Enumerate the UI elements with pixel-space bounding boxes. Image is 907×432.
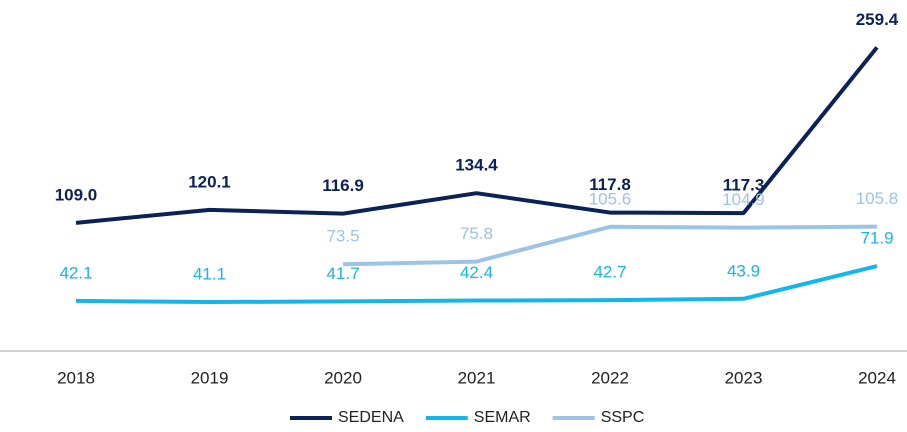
data-label: 109.0: [55, 185, 98, 204]
data-label: 116.9: [322, 176, 364, 195]
x-tick-label: 2024: [858, 368, 896, 387]
data-label: 43.9: [727, 261, 760, 280]
series-line: [75, 264, 878, 305]
legend-label: SSPC: [601, 409, 645, 426]
data-label: 259.4: [856, 10, 899, 29]
legend-label: SEMAR: [474, 409, 531, 426]
legend-label: SEDENA: [338, 409, 404, 426]
x-tick-label: 2019: [191, 368, 229, 387]
data-label: 117.8: [589, 175, 631, 194]
data-label: 41.1: [193, 265, 226, 284]
data-label: 105.6: [589, 189, 632, 208]
data-label: 134.4: [455, 156, 498, 175]
x-tick-label: 2022: [591, 368, 629, 387]
data-label: 42.1: [59, 263, 92, 282]
x-tick-label: 2018: [57, 368, 95, 387]
data-label: 41.7: [326, 264, 359, 283]
data-label: 42.4: [460, 263, 493, 282]
data-label: 75.8: [460, 224, 493, 243]
data-label: 73.5: [326, 227, 359, 246]
data-label: 104.9: [722, 190, 765, 209]
x-tick-label: 2021: [458, 368, 496, 387]
x-tick-label: 2023: [725, 368, 763, 387]
data-label: 105.8: [856, 189, 899, 208]
series-line: [342, 224, 878, 267]
x-tick-label: 2020: [324, 368, 362, 387]
data-label: 120.1: [188, 172, 231, 191]
data-label: 42.7: [593, 263, 626, 282]
data-label: 117.3: [723, 176, 765, 195]
data-label: 71.9: [860, 229, 893, 248]
series-line: [75, 46, 879, 225]
